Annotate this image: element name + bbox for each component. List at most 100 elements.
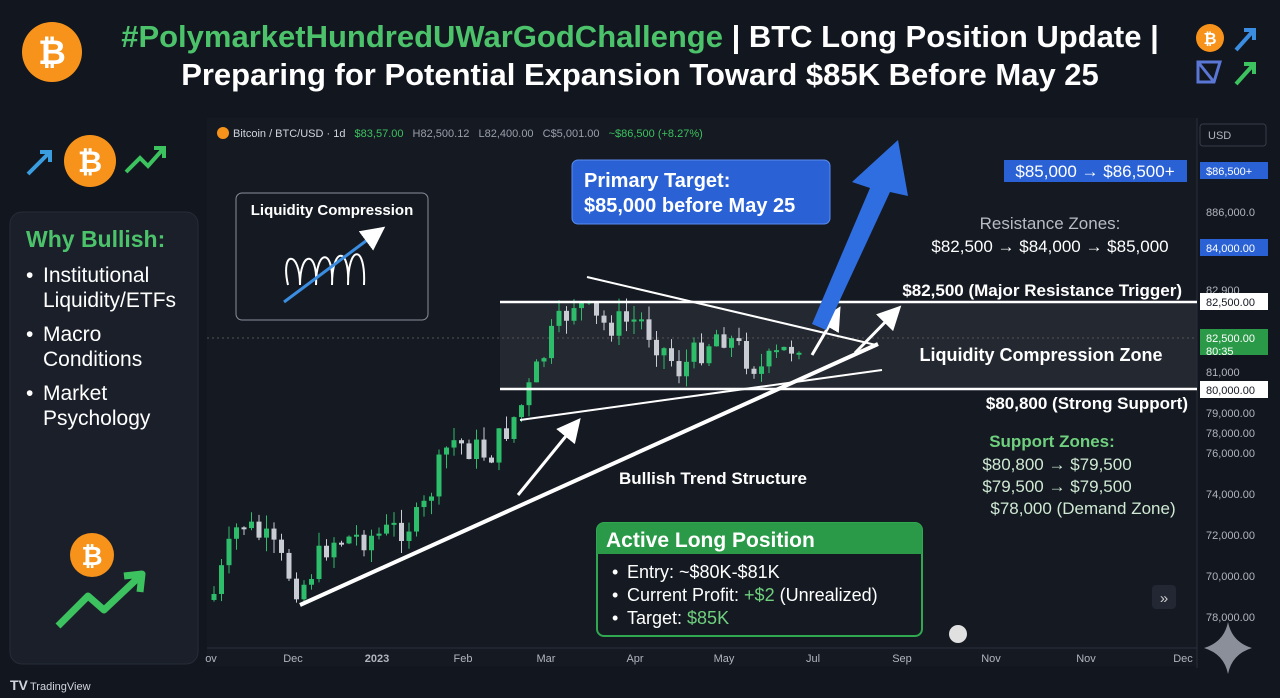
candle-body (729, 338, 734, 348)
candle-body (444, 447, 449, 455)
why-bullish-item: Macro (43, 323, 101, 346)
candle-body (789, 346, 794, 354)
triangle-lower (519, 369, 883, 421)
candle-body (736, 338, 742, 341)
candle-body (661, 348, 667, 356)
bitcoin-symbol: ₿ (1203, 30, 1216, 48)
candle-body (579, 302, 584, 309)
toolbar-symbol: Bitcoin / BTC/USD · 1d (233, 128, 345, 140)
price-label: 886,000.0 (1206, 207, 1255, 219)
time-label: Feb (454, 653, 473, 665)
position-label: Current Profit: (627, 585, 744, 605)
candle-body (346, 536, 352, 544)
candle-body (316, 545, 322, 580)
candle-body (436, 454, 442, 497)
candle-body (744, 340, 749, 369)
compression-scribble (285, 253, 366, 286)
candle-body (496, 428, 502, 463)
primary-target-title: Primary Target: (584, 170, 730, 192)
price-tag (1200, 162, 1268, 179)
arrow-icon (1234, 28, 1256, 52)
time-label: Jul (806, 653, 820, 665)
target-arrow (812, 140, 908, 330)
candle-body (279, 539, 284, 553)
why-bullish-item: Liquidity/ETFs (43, 289, 176, 312)
price-label: 72,000.00 (1206, 530, 1255, 542)
candle-body (706, 346, 712, 364)
candle-body (429, 496, 434, 501)
price-axis: $86,500+886,000.084,000.0082,90082,500.0… (1200, 162, 1268, 624)
currency-button[interactable] (1199, 123, 1267, 147)
currency: USD (1208, 130, 1231, 142)
candle-body (309, 579, 314, 585)
toolbar-change: ~$86,500 (+8.27%) (609, 128, 703, 140)
scroll-button[interactable] (1152, 585, 1176, 609)
title-rest: | BTC Long Position Update | (723, 19, 1159, 54)
time-label: ov (205, 653, 217, 665)
bullet: • (612, 585, 618, 605)
position-list: • Entry: ~$80K-$81K • Current Profit: +$2 (… (612, 562, 878, 628)
time-label: Dec (283, 653, 303, 665)
candle-body (714, 334, 719, 347)
candle-body (271, 528, 277, 540)
price-label: 70,000.00 (1206, 571, 1255, 583)
resistance-title: Resistance Zones: (980, 214, 1121, 233)
candle-body (564, 310, 569, 321)
footer: TradingView (30, 681, 91, 693)
candle-body (751, 368, 757, 374)
candle-body (414, 507, 419, 532)
why-bullish-item: Conditions (43, 348, 142, 371)
time-label: May (714, 653, 735, 665)
candle-body (676, 361, 682, 377)
candle-body (331, 542, 337, 558)
position-item: Target: $85K (627, 608, 729, 628)
position-header (597, 523, 922, 554)
major-resistance: $82,500 (Major Resistance Trigger) (902, 281, 1182, 300)
candle-body (504, 428, 509, 439)
bitcoin-icon (1196, 24, 1224, 52)
candle-body (391, 522, 397, 525)
price-tag (1200, 381, 1268, 398)
why-bullish-item: Psychology (43, 407, 151, 430)
candle-body (766, 350, 772, 367)
trend-arrow (516, 418, 581, 496)
candle-body (684, 361, 689, 377)
liquidity-box (235, 192, 429, 321)
price-label: 78,000.00 (1206, 612, 1255, 624)
trend-line (299, 342, 879, 607)
price-label: 81,000 (1206, 367, 1240, 379)
primary-target-box (571, 159, 831, 225)
trend-label: Bullish Trend Structure (619, 469, 807, 488)
time-label: Nov (1076, 653, 1096, 665)
candle-body (376, 533, 382, 536)
time-label: 2023 (365, 653, 389, 665)
candle-body (286, 552, 292, 579)
title: #PolymarketHundredUWarGodChallenge | BTC… (121, 19, 1159, 54)
price-tag (1200, 239, 1268, 256)
why-bullish-title: Why Bullish: (26, 226, 165, 252)
candle-body (601, 315, 607, 323)
candle-body (399, 522, 404, 541)
time-label: Apr (626, 653, 643, 665)
why-bullish-item: Market (43, 382, 107, 405)
candle-body (369, 535, 374, 551)
candle-body (481, 439, 487, 458)
support-line-1: $80,800 → $79,500 (982, 455, 1131, 474)
candle-body (264, 528, 269, 538)
price-label: 76,000.00 (1206, 448, 1255, 460)
candle-body (519, 405, 524, 418)
candle-body (609, 322, 614, 336)
bullet: • (612, 608, 618, 628)
compression-arrow (283, 226, 386, 304)
title-tag: #PolymarketHundredUWarGodChallenge (121, 19, 723, 54)
price-tag (1200, 329, 1268, 355)
candle-body (339, 542, 344, 545)
candle-body (549, 325, 554, 359)
breakout-arrow (810, 306, 841, 356)
bitcoin-logo (22, 22, 82, 82)
position-value: $85K (687, 608, 729, 628)
toolbar-close: C$5,001.00 (543, 128, 600, 140)
